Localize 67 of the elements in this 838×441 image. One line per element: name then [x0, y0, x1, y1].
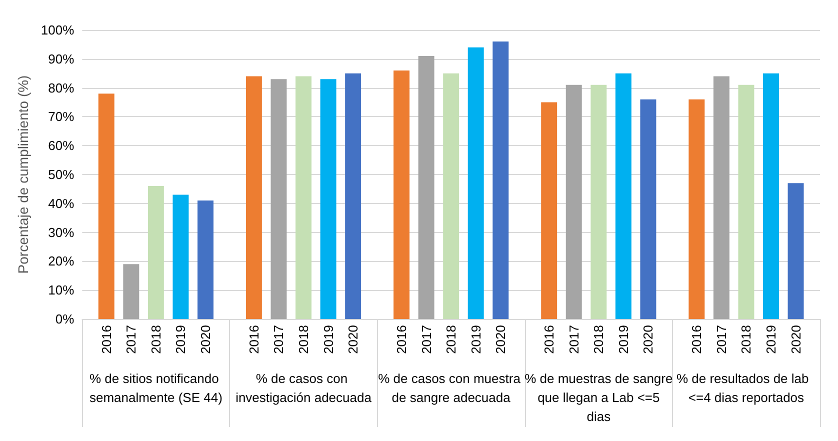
text: 2019: [320, 325, 336, 354]
text: 2018: [148, 325, 164, 354]
bar: [541, 102, 558, 319]
y-tick-label: 80%: [48, 80, 75, 96]
text: 2016: [542, 325, 557, 354]
text: 2019: [173, 325, 188, 354]
y-tick-label: 10%: [48, 282, 75, 298]
bar: [345, 73, 362, 319]
bar: [738, 84, 754, 319]
bar: [98, 94, 114, 319]
y-axis-title: Porcentaje de cumplimiento (%): [15, 75, 31, 274]
bar: [763, 73, 779, 319]
bar: [394, 70, 410, 319]
text: 2017: [271, 325, 286, 354]
bar: [640, 99, 656, 319]
y-tick-label: 90%: [48, 51, 75, 66]
y-tick-label: 60%: [48, 138, 75, 154]
text: 2018: [738, 325, 754, 354]
text: 2020: [198, 325, 213, 354]
text: 2016: [98, 325, 114, 354]
text: 2018: [591, 325, 606, 354]
text: 2020: [346, 325, 361, 354]
bar: [198, 200, 214, 319]
text: 2017: [566, 325, 582, 354]
bar: [492, 42, 509, 319]
bar: [123, 264, 140, 319]
text: 2020: [788, 325, 804, 354]
bar: [443, 73, 460, 319]
bar: [590, 84, 607, 319]
y-tick-label: 0%: [55, 312, 75, 326]
text: 2016: [689, 325, 704, 354]
text: 2019: [616, 325, 631, 354]
text: 2018: [444, 325, 459, 354]
text: 2019: [763, 325, 778, 354]
text: 2020: [493, 325, 508, 354]
y-tick-label: 70%: [48, 109, 75, 124]
x-tick-label: % de casos con investigación adecuada: [236, 371, 372, 405]
x-tick-label: % de muestras de sangre que llegan a Lab <=5 dias: [524, 371, 673, 424]
text: 2020: [640, 325, 656, 354]
x-tick-label: % de casos con muestra de sangre adecuada: [378, 371, 524, 405]
y-tick-label: 30%: [48, 224, 75, 240]
y-tick-label: 50%: [48, 167, 75, 182]
text: 2017: [714, 325, 729, 354]
bar: [246, 76, 262, 319]
text: 2016: [246, 325, 262, 354]
x-tick-label: % de sitios notificando semanalmente (SE 44): [89, 371, 222, 405]
bar: [468, 47, 484, 319]
bar: [172, 194, 189, 319]
bar: [566, 84, 582, 319]
text: 2017: [124, 325, 139, 354]
bar: [615, 73, 632, 319]
text: 2018: [296, 325, 312, 354]
bar: [788, 183, 804, 319]
text: 2019: [468, 325, 484, 354]
bar: [296, 76, 312, 319]
bar: [688, 99, 705, 319]
bar: [270, 79, 287, 319]
bar: [713, 76, 730, 319]
y-tick-label: 40%: [48, 196, 75, 211]
x-tick-label: % de resultados de lab <=4 dias reportados: [676, 371, 816, 405]
bar: [148, 186, 164, 319]
y-tick-label: 100%: [40, 22, 75, 38]
y-tick-label: 20%: [48, 254, 75, 269]
text: 2016: [394, 325, 410, 354]
text: 2017: [418, 325, 434, 354]
bar: [320, 79, 336, 319]
bar: [418, 56, 434, 319]
